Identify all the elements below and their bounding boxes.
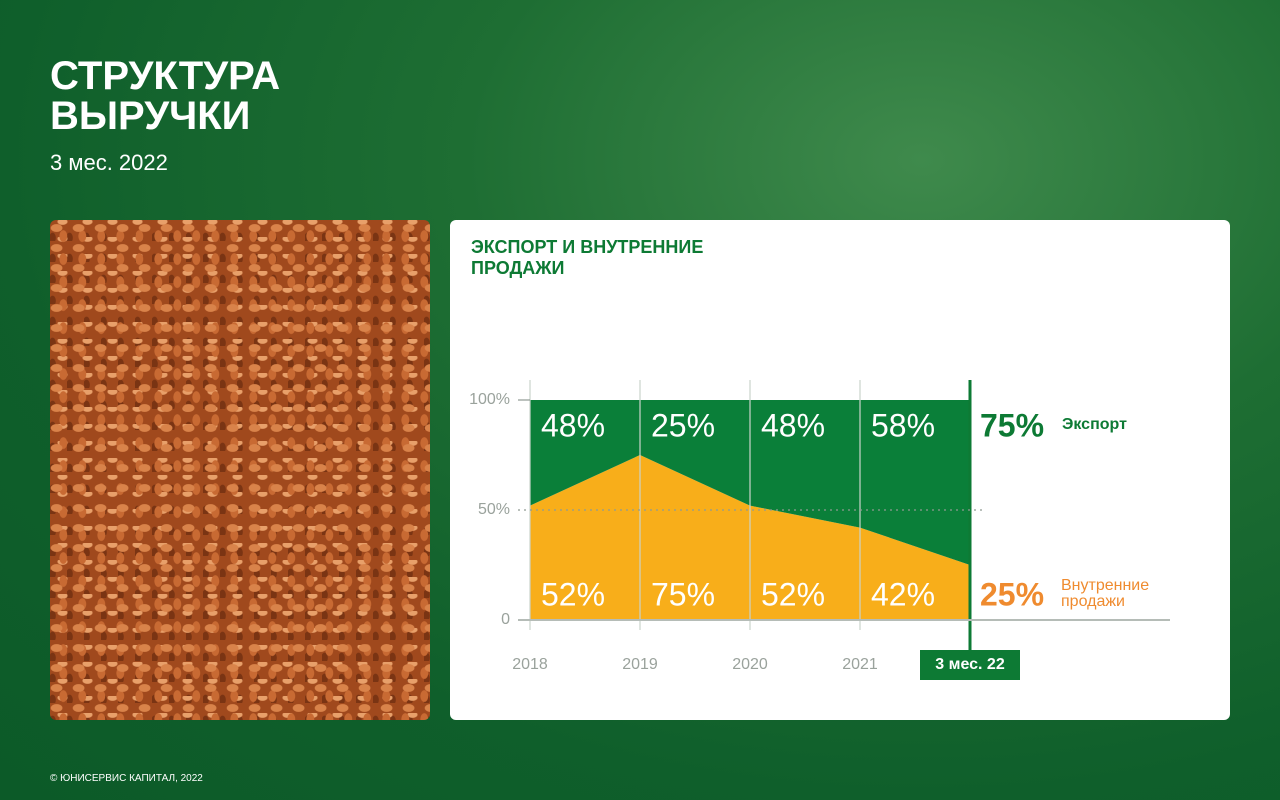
footer: © ЮНИСЕРВИС КАПИТАЛ, 2022	[50, 773, 203, 784]
grain-photo	[50, 220, 430, 720]
value-label-final: 75%	[980, 407, 1044, 443]
value-label: 42%	[871, 576, 935, 612]
x-tick-label: 2019	[622, 656, 658, 673]
value-label: 52%	[761, 576, 825, 612]
y-tick-label: 100%	[469, 391, 510, 408]
value-label-final: 25%	[980, 576, 1044, 612]
category-highlight	[920, 650, 1020, 680]
value-label: 58%	[871, 407, 935, 443]
value-label: 52%	[541, 576, 605, 612]
legend-export: Экспорт	[1062, 416, 1127, 433]
legend-domestic: Внутренние продажи	[1061, 577, 1150, 610]
chart-title: ЭКСПОРТ И ВНУТРЕННИЕ ПРОДАЖИ	[471, 237, 704, 278]
value-label: 25%	[651, 407, 715, 443]
y-tick-label: 50%	[478, 501, 510, 518]
value-label: 48%	[541, 407, 605, 443]
x-tick-label: 3 мес. 22	[935, 656, 1005, 673]
value-label: 75%	[651, 576, 715, 612]
y-tick-label: 0	[501, 611, 510, 628]
x-tick-label: 2020	[732, 656, 768, 673]
x-tick-label: 2018	[512, 656, 548, 673]
slide-title: СТРУКТУРА ВЫРУЧКИ	[50, 54, 281, 138]
value-label: 48%	[761, 407, 825, 443]
x-tick-label: 2021	[842, 656, 878, 673]
slide-subtitle: 3 мес. 2022	[50, 150, 168, 175]
